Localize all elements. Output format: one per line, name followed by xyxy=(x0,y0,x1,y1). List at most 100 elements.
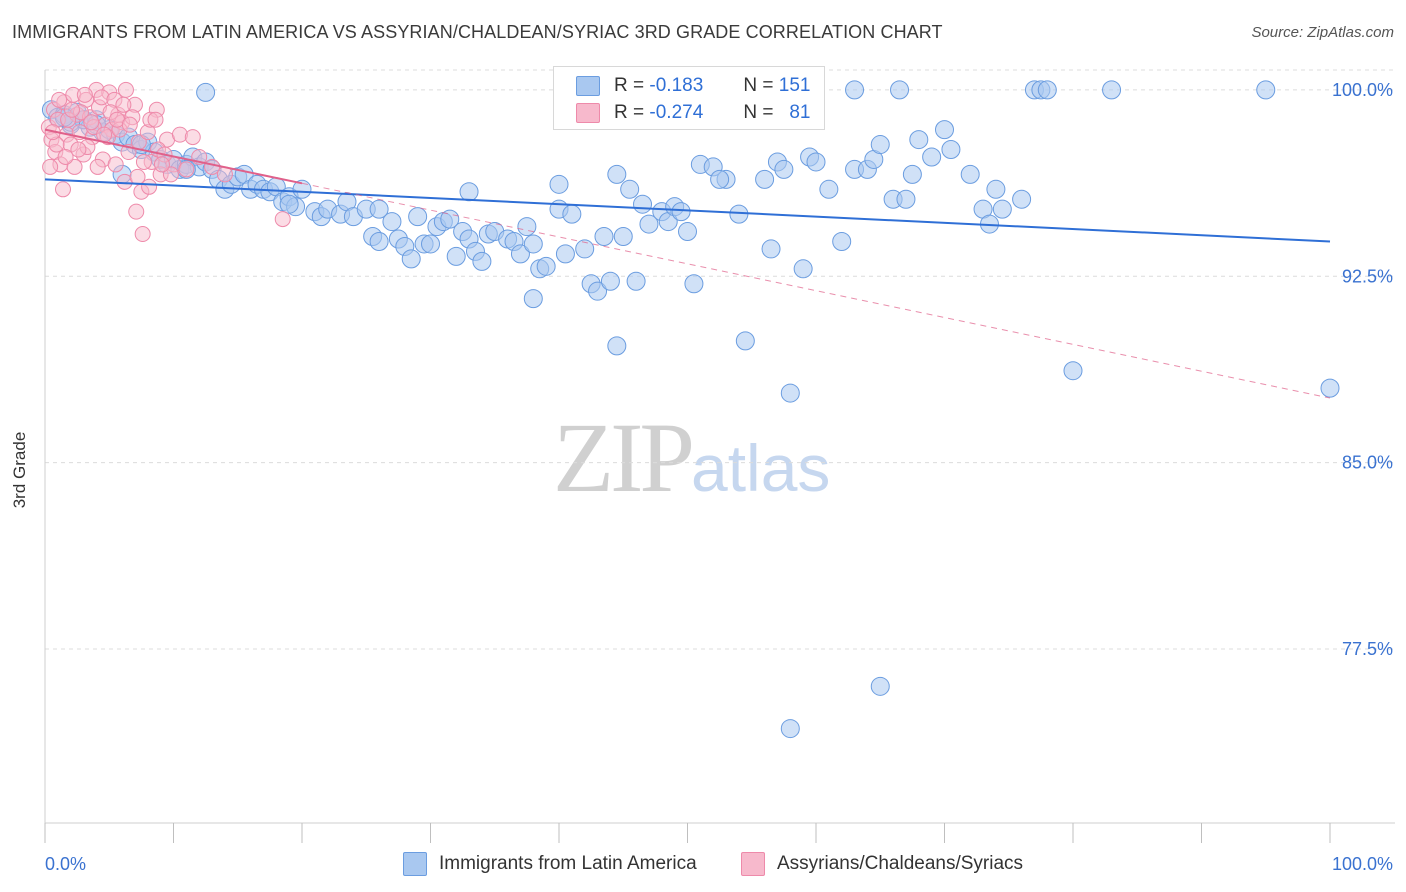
blue-point xyxy=(678,222,697,242)
blue-point xyxy=(922,147,942,167)
blue-point xyxy=(870,676,890,696)
pink-point xyxy=(115,96,132,113)
blue-point xyxy=(671,202,691,222)
blue-point xyxy=(562,204,582,224)
legend-n-value: 151 xyxy=(778,75,811,96)
blue-point xyxy=(780,719,800,739)
blue-point xyxy=(369,231,389,251)
blue-point xyxy=(684,274,704,294)
y-tick-label: 77.5% xyxy=(1342,639,1393,659)
blue-point xyxy=(1102,80,1122,100)
legend-n-value: 81 xyxy=(789,102,811,123)
legend-row-series2: R = -0.274 N = 81 xyxy=(576,101,810,125)
legend-n-label: N = xyxy=(743,75,774,96)
blue-point xyxy=(369,199,389,219)
blue-point xyxy=(633,194,653,214)
blue-point xyxy=(870,135,890,155)
blue-point xyxy=(986,179,1006,199)
blue-point xyxy=(440,209,460,229)
legend-swatch-blue xyxy=(576,76,600,96)
pink-point xyxy=(89,158,106,175)
blue-point xyxy=(819,179,839,199)
blue-point xyxy=(992,199,1012,219)
blue-point xyxy=(472,251,492,271)
blue-point xyxy=(196,82,216,102)
pink-point xyxy=(162,166,179,183)
pink-point xyxy=(63,101,80,118)
x-tick-label: 100.0% xyxy=(1332,854,1393,874)
blue-point xyxy=(279,194,299,214)
pink-point xyxy=(121,116,138,133)
blue-trend-line xyxy=(44,178,1331,243)
blue-point xyxy=(446,246,466,266)
pink-point xyxy=(70,141,87,158)
blue-point xyxy=(710,169,730,189)
blue-point xyxy=(607,336,627,356)
bottom-legend-swatch-blue xyxy=(403,852,427,876)
pink-point xyxy=(128,203,145,220)
blue-point xyxy=(620,179,640,199)
pink-point xyxy=(178,161,195,178)
blue-point xyxy=(755,169,775,189)
x-tick-label: 0.0% xyxy=(45,854,86,874)
pink-point xyxy=(184,129,201,146)
blue-point xyxy=(607,164,627,184)
legend-row-series1: R = -0.183 N = 151 xyxy=(576,74,810,98)
pink-trend-line-solid xyxy=(44,128,303,185)
legend-n-label: N = xyxy=(743,102,774,123)
blue-point xyxy=(806,152,826,172)
blue-point xyxy=(536,256,556,276)
blue-point xyxy=(459,182,479,202)
blue-point xyxy=(896,189,916,209)
blue-point xyxy=(1012,189,1032,209)
blue-point xyxy=(517,217,537,237)
blue-point xyxy=(960,164,980,184)
blue-point xyxy=(408,207,428,227)
blue-point xyxy=(780,383,800,403)
blue-point xyxy=(1063,361,1083,381)
chart-title: IMMIGRANTS FROM LATIN AMERICA VS ASSYRIA… xyxy=(12,22,943,42)
blue-point xyxy=(588,281,608,301)
blue-point xyxy=(793,259,813,279)
blue-point xyxy=(735,331,755,351)
pink-point xyxy=(134,226,151,243)
pink-point xyxy=(96,126,113,143)
blue-point xyxy=(600,271,620,291)
pink-point xyxy=(76,86,93,103)
pink-point xyxy=(42,158,59,175)
bottom-legend-series1: Immigrants from Latin America xyxy=(403,852,697,876)
blue-point xyxy=(613,227,633,247)
pink-point xyxy=(51,91,68,108)
legend-r-value: -0.274 xyxy=(649,102,704,123)
blue-point xyxy=(555,244,575,264)
blue-point xyxy=(902,164,922,184)
blue-point xyxy=(626,271,646,291)
blue-point xyxy=(845,80,865,100)
pink-point xyxy=(83,114,100,131)
blue-point xyxy=(594,227,614,247)
blue-point xyxy=(909,130,929,150)
pink-point xyxy=(117,81,134,98)
watermark-zip: ZIP xyxy=(553,402,695,513)
blue-point xyxy=(890,80,910,100)
blue-point xyxy=(761,239,781,259)
legend-swatch-pink xyxy=(576,103,600,123)
pink-point xyxy=(66,158,83,175)
blue-point xyxy=(1320,378,1340,398)
pink-point xyxy=(153,156,170,173)
blue-point xyxy=(510,244,530,264)
pink-point xyxy=(141,178,158,195)
blue-point xyxy=(382,212,402,232)
pink-point xyxy=(274,211,291,228)
blue-point xyxy=(292,179,312,199)
pink-point xyxy=(147,111,164,128)
blue-point xyxy=(523,234,543,254)
bottom-legend-series2: Assyrians/Chaldeans/Syriacs xyxy=(741,852,1023,876)
blue-point xyxy=(941,140,961,160)
source-label: Source: ZipAtlas.com xyxy=(1251,24,1394,41)
stats-legend: R = -0.183 N = 151 R = -0.274 N = 81 xyxy=(553,66,825,130)
y-tick-label: 100.0% xyxy=(1332,80,1393,100)
blue-point xyxy=(549,174,569,194)
blue-point xyxy=(1256,80,1276,100)
